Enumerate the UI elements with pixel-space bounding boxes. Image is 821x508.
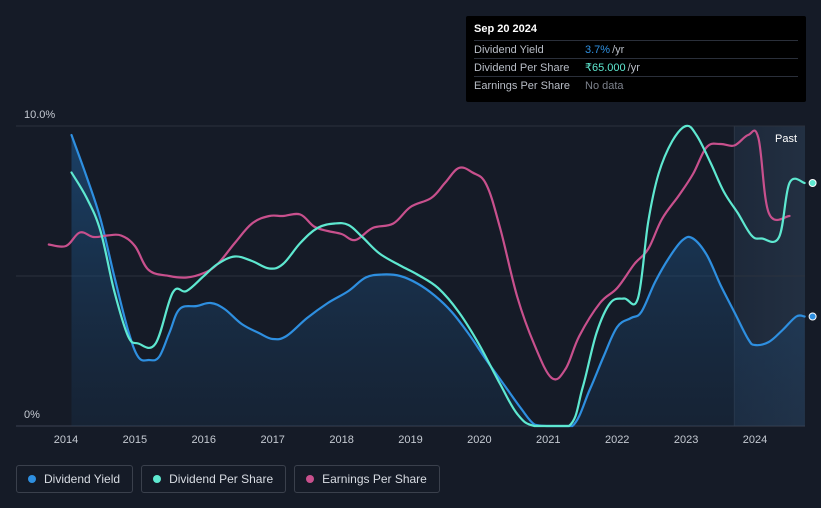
legend-item-dividend-yield[interactable]: Dividend Yield [16, 465, 134, 493]
legend-dot-icon [306, 475, 315, 483]
chart-area: 10.0% 0% 2014 2015 2016 2017 2018 2019 2020 2021 2… [16, 109, 817, 446]
tooltip-date: Sep 20 2024 [474, 23, 537, 35]
legend-item-dividend-per-share[interactable]: Dividend Per Share [141, 465, 287, 493]
x-tick-label: 2021 [536, 434, 560, 446]
x-tick-label: 2017 [260, 434, 284, 446]
x-tick-label: 2019 [398, 434, 422, 446]
tooltip-row-dividend-per-share: Dividend Per Share ₹65.000 /yr [474, 58, 798, 76]
tooltip-label: Dividend Yield [474, 43, 544, 56]
chart-legend: Dividend Yield Dividend Per Share Earnin… [16, 465, 440, 493]
tooltip-row-dividend-yield: Dividend Yield 3.7% /yr [474, 40, 798, 58]
dividend-per-share-end-marker [808, 179, 817, 187]
legend-dot-icon [153, 475, 162, 483]
tooltip-label: Earnings Per Share [474, 79, 570, 92]
past-label: Past [775, 133, 797, 145]
legend-label: Dividend Per Share [169, 472, 274, 486]
earnings-per-share-line [47, 129, 791, 381]
y-tick-label: 0% [24, 409, 40, 421]
legend-dot-icon [28, 475, 36, 483]
y-tick-label: 10.0% [24, 109, 55, 121]
dividend-yield-end-marker [808, 312, 817, 321]
legend-label: Dividend Yield [44, 472, 121, 486]
legend-label: Earnings Per Share [322, 472, 427, 486]
tooltip-row-earnings-per-share: Earnings Per Share No data [474, 76, 798, 94]
x-tick-label: 2024 [743, 434, 767, 446]
dividend-yield-line [70, 133, 806, 428]
tooltip-value: No data [585, 79, 624, 92]
dividend-per-share-line [70, 124, 806, 428]
tooltip-label: Dividend Per Share [474, 61, 570, 74]
tooltip-unit: /yr [612, 43, 625, 56]
tooltip-value: 3.7% [585, 43, 611, 56]
x-tick-label: 2020 [467, 434, 491, 446]
tooltip-unit: /yr [627, 61, 640, 74]
x-tick-label: 2023 [674, 434, 698, 446]
legend-item-earnings-per-share[interactable]: Earnings Per Share [294, 465, 440, 493]
dividend-yield-area [71, 135, 805, 426]
tooltip-panel: Sep 20 2024 Dividend Yield 3.7% /yr Divi… [466, 16, 806, 102]
x-tick-label: 2022 [605, 434, 629, 446]
x-tick-label: 2016 [192, 434, 216, 446]
x-tick-label: 2014 [54, 434, 78, 446]
tooltip-value: ₹65.000 [585, 62, 626, 74]
x-tick-label: 2018 [329, 434, 353, 446]
x-tick-label: 2015 [123, 434, 147, 446]
